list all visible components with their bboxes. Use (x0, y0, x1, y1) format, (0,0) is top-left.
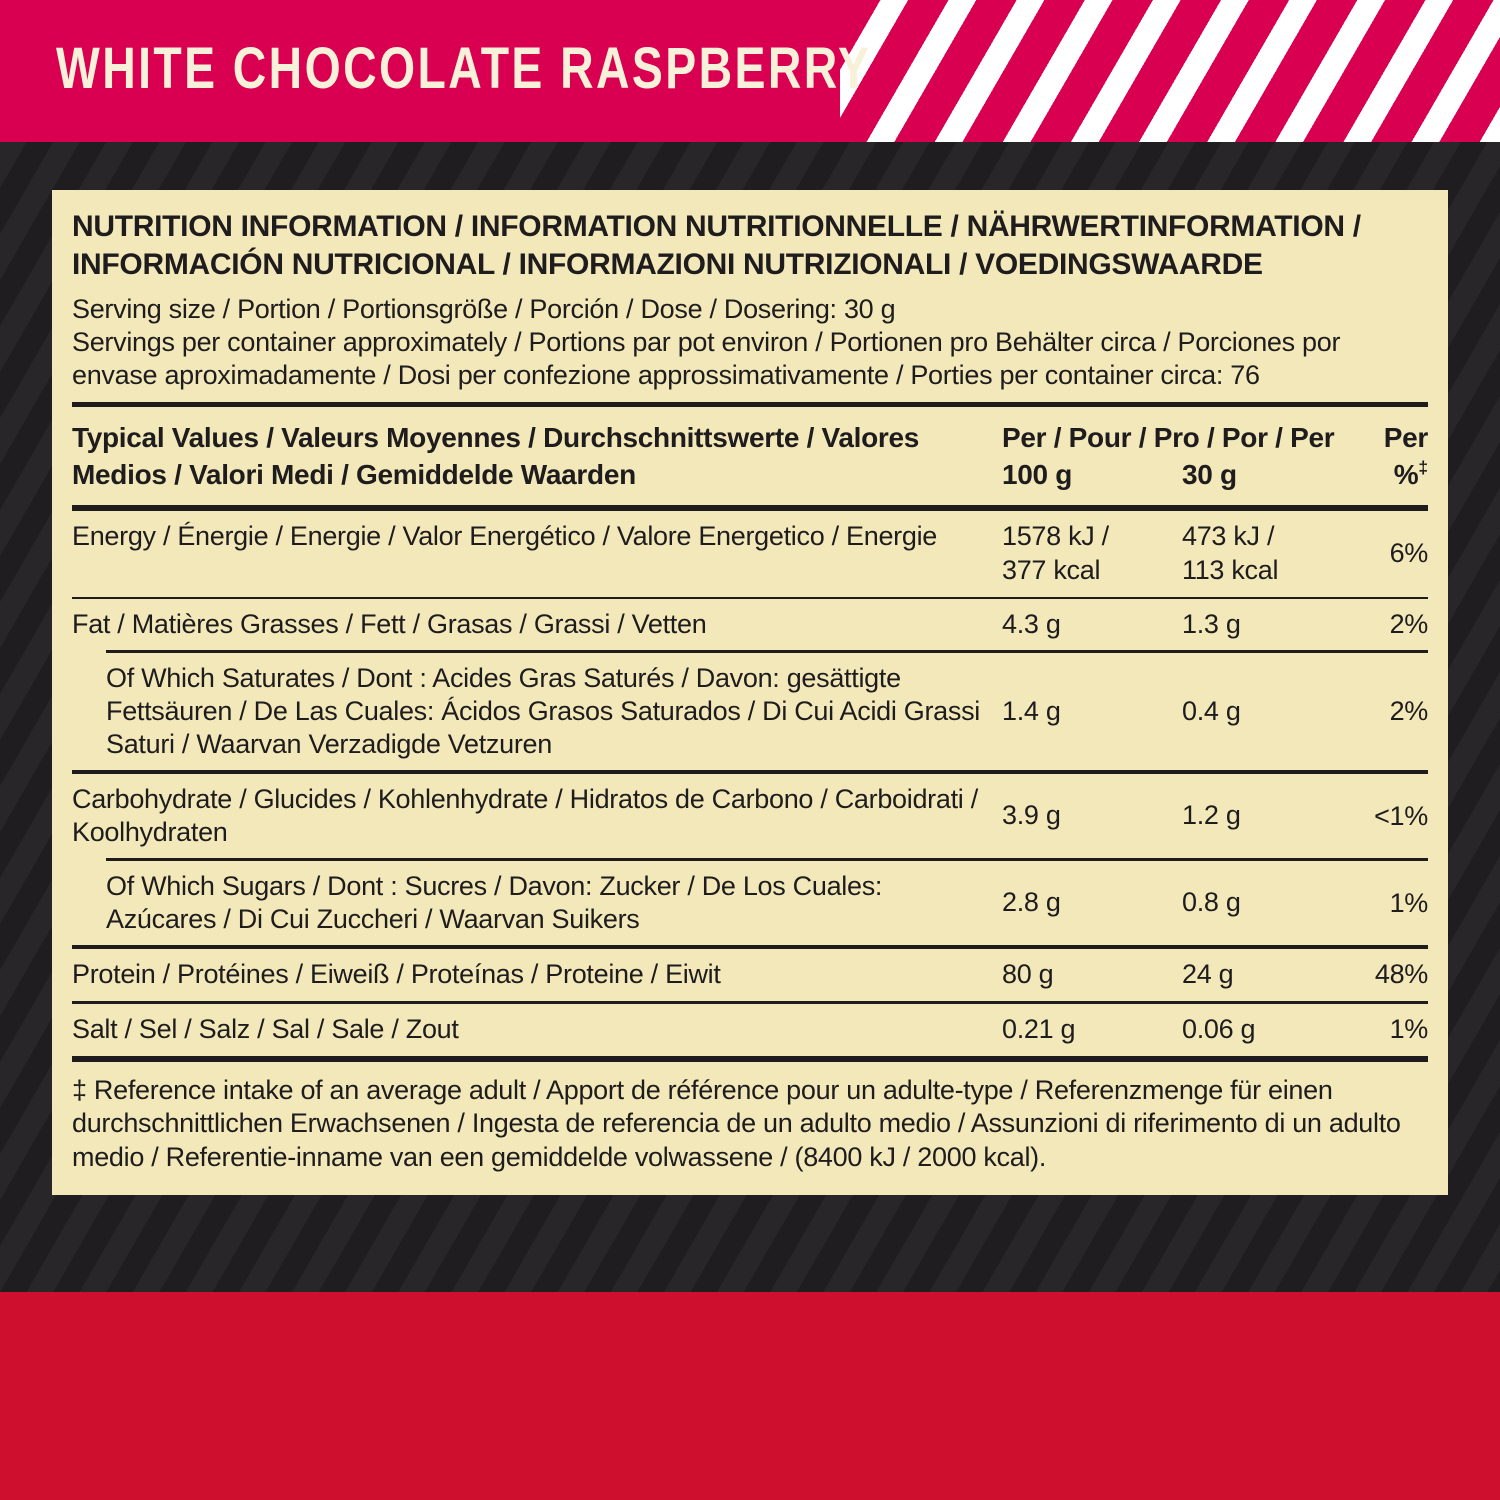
servings-per-container-line: Servings per container approximately / P… (72, 326, 1341, 390)
row-divider (72, 1000, 1428, 1004)
row-divider (72, 596, 1428, 599)
value-percent: 1% (1389, 887, 1429, 918)
value-per-100g: 1.4 g (1002, 695, 1061, 726)
table-header-row: Typical Values / Valeurs Moyennes / Durc… (72, 407, 1428, 506)
table-top-rule (72, 401, 1428, 407)
value-percent: 2% (1389, 696, 1429, 727)
row-label: Energy / Énergie / Energie / Valor Energ… (72, 521, 937, 552)
typical-values-header: Typical Values / Valeurs Moyennes / Durc… (72, 421, 920, 491)
row-divider-indented (106, 858, 1428, 862)
reference-intake-footnote: ‡ Reference intake of an average adult /… (72, 1074, 1401, 1173)
value-percent: 1% (1389, 1014, 1429, 1045)
value-percent: 6% (1389, 538, 1429, 569)
value-per-30g: 0.4 g (1182, 695, 1241, 726)
value-per-100g: 80 g (1002, 959, 1054, 989)
value-per-100g: 0.21 g (1002, 1013, 1076, 1044)
value-percent: 2% (1389, 609, 1429, 640)
value-per-100g: 3.9 g (1002, 800, 1061, 831)
value-per-100g: 1578 kJ / 377 kcal (1002, 521, 1109, 585)
per-header-line: Per / Pour / Pro / Por / Per Per (1002, 419, 1428, 457)
value-percent: <1% (1374, 800, 1428, 831)
row-label: Salt / Sel / Salz / Sal / Sale / Zout (72, 1014, 459, 1045)
value-per-30g: 473 kJ / 113 kcal (1182, 521, 1279, 585)
row-label: Protein / Protéines / Eiweiß / Proteínas… (72, 959, 721, 990)
value-percent: 48% (1374, 959, 1428, 990)
value-per-30g: 1.3 g (1182, 608, 1241, 639)
value-per-100g: 2.8 g (1002, 887, 1061, 918)
value-per-30g: 1.2 g (1182, 800, 1241, 831)
table-row-fat: Fat / Matières Grasses / Fett / Grasas /… (72, 599, 1428, 651)
flavor-banner: WHITE CHOCOLATE RASPBERRY (0, 0, 1500, 142)
row-label: Fat / Matières Grasses / Fett / Grasas /… (72, 609, 707, 640)
header-bottom-rule (72, 505, 1428, 512)
row-label: Of Which Saturates / Dont : Acides Gras … (106, 663, 980, 760)
per-header-right: Per (1383, 421, 1429, 453)
col-header-percent: %‡ (1393, 458, 1428, 491)
table-row-protein: Protein / Protéines / Eiweiß / Proteínas… (72, 949, 1428, 1001)
value-per-100g: 4.3 g (1002, 608, 1061, 639)
row-label: Carbohydrate / Glucides / Kohlenhydrate … (72, 784, 978, 848)
table-row-carbohydrate: Carbohydrate / Glucides / Kohlenhydrate … (72, 774, 1428, 858)
row-label: Of Which Sugars / Dont : Sucres / Davon:… (106, 871, 883, 935)
row-divider (72, 945, 1428, 949)
serving-size-line: Serving size / Portion / Portionsgröße /… (72, 293, 896, 324)
bottom-red-band (0, 1292, 1500, 1500)
per-header-left: Per / Pour / Pro / Por / Per (1002, 421, 1335, 453)
nutrition-panel-title: NUTRITION INFORMATION / INFORMATION NUTR… (72, 210, 1361, 282)
per-columns-header: Per / Pour / Pro / Por / Per Per 100 g 3… (1002, 419, 1428, 495)
table-row-energy: Energy / Énergie / Energie / Valor Energ… (72, 511, 1428, 597)
table-row-sugars: Of Which Sugars / Dont : Sucres / Davon:… (72, 861, 1428, 945)
table-row-salt: Salt / Sel / Salz / Sal / Sale / Zout 0.… (72, 1004, 1428, 1056)
flavor-name: WHITE CHOCOLATE RASPBERRY (56, 35, 872, 101)
table-row-saturates: Of Which Saturates / Dont : Acides Gras … (72, 653, 1428, 770)
value-per-30g: 0.8 g (1182, 887, 1241, 918)
table-bottom-rule (72, 1055, 1428, 1062)
value-per-30g: 24 g (1182, 959, 1234, 989)
col-header-100g: 100 g (1002, 459, 1073, 491)
nutrition-panel: NUTRITION INFORMATION / INFORMATION NUTR… (52, 190, 1448, 1195)
value-per-30g: 0.06 g (1182, 1013, 1256, 1044)
row-divider-indented (106, 650, 1428, 654)
reference-dagger-icon: ‡ (1418, 458, 1428, 479)
col-header-30g: 30 g (1182, 459, 1237, 491)
row-divider (72, 770, 1428, 775)
unit-header-line: 100 g 30 g %‡ (1002, 456, 1428, 494)
diagonal-stripes-decoration (840, 0, 1500, 142)
